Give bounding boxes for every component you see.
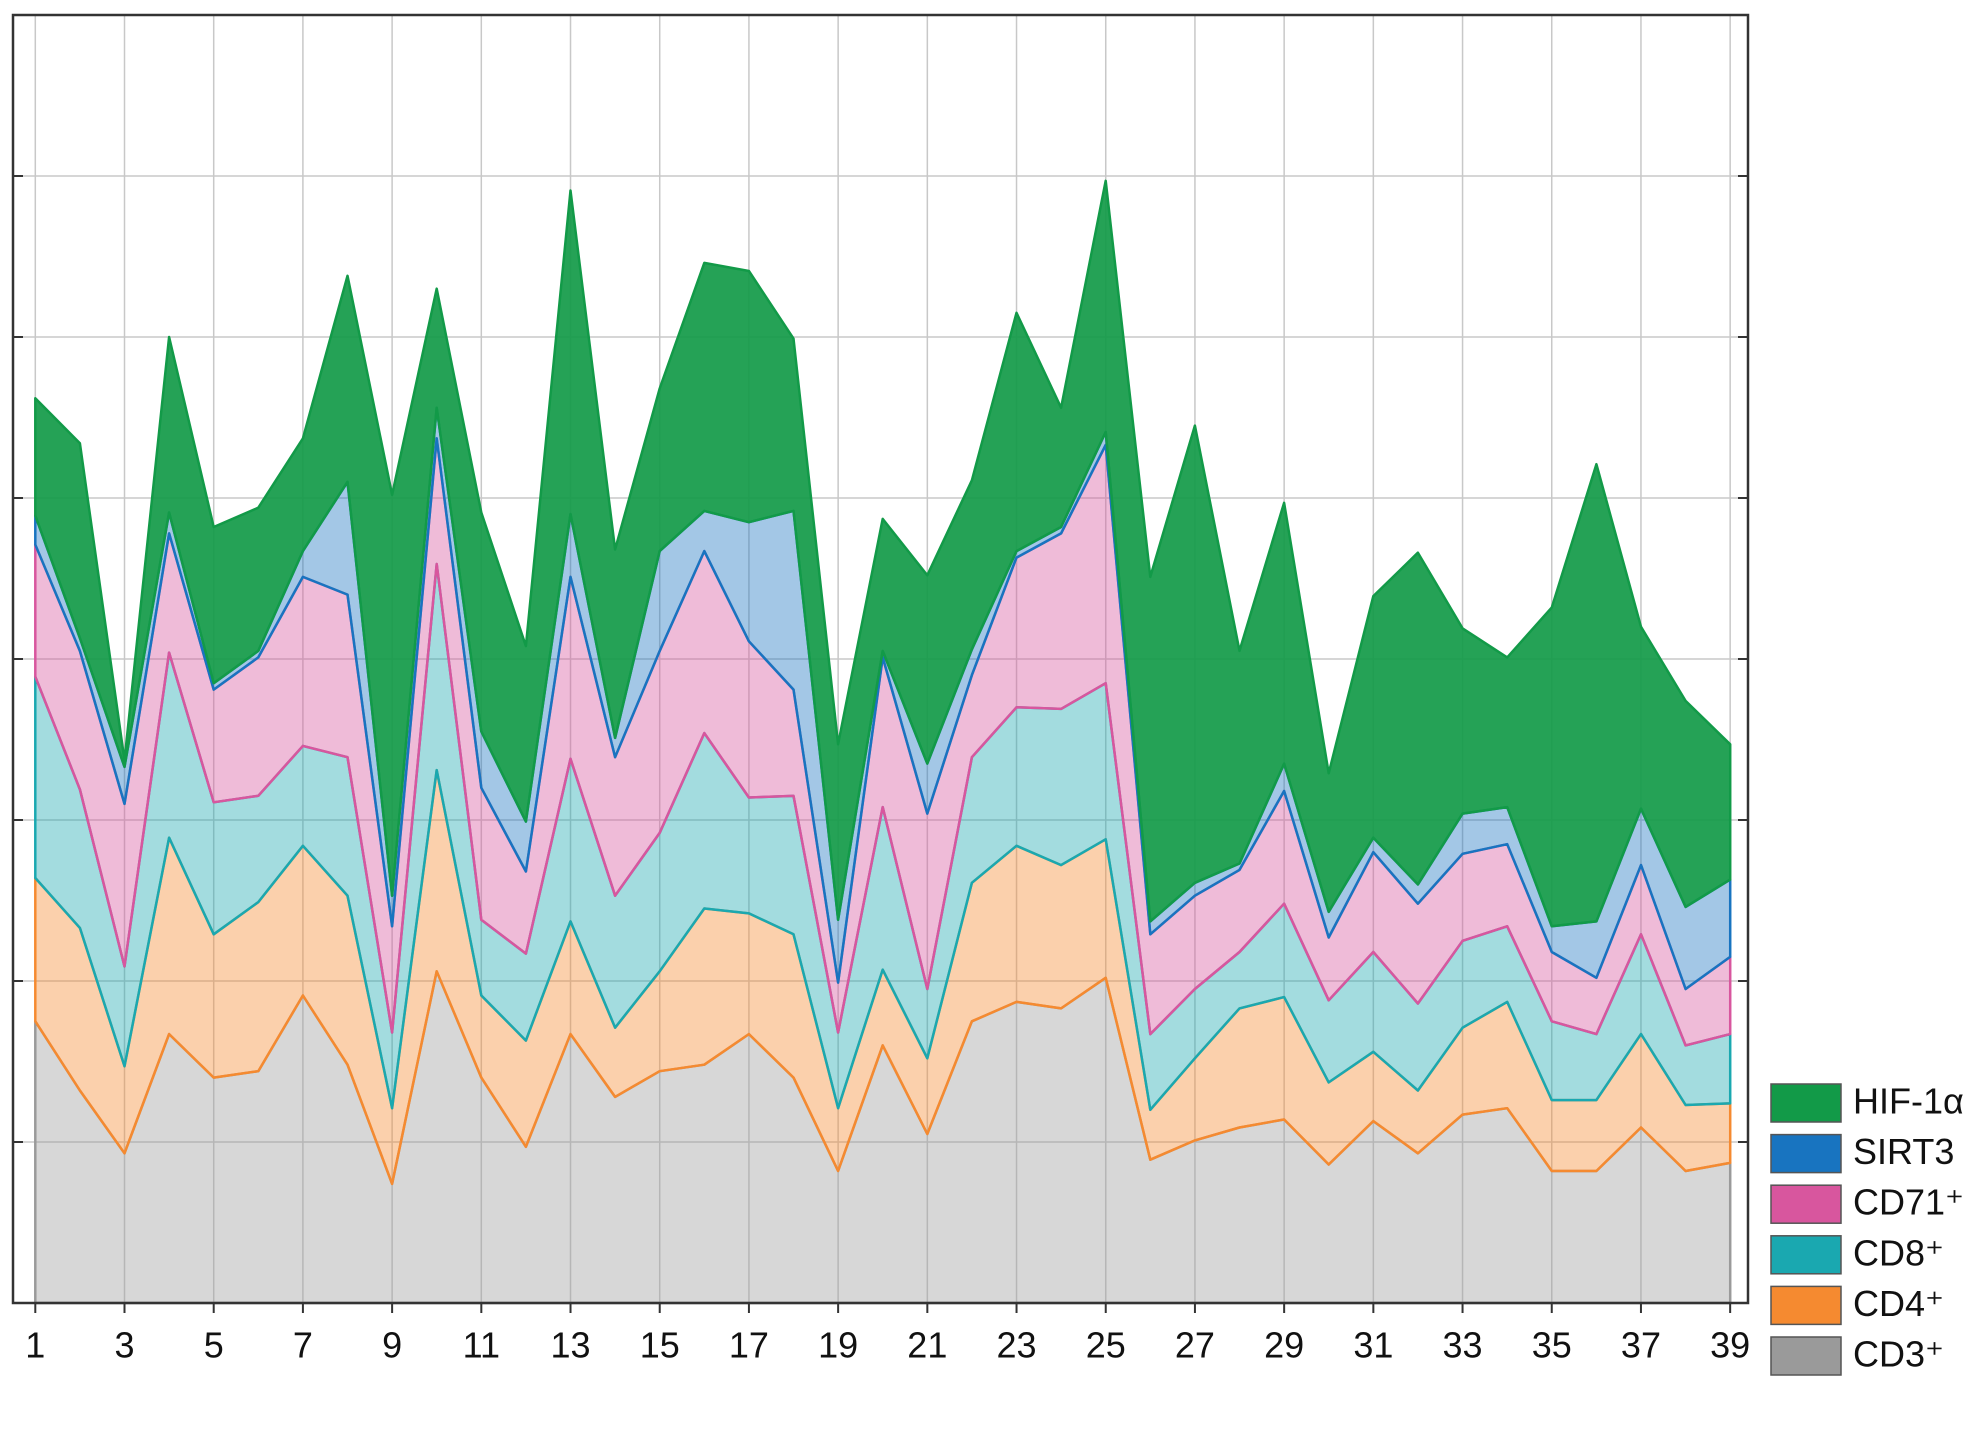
x-tick-label: 25	[1086, 1325, 1126, 1366]
x-tick-label: 39	[1710, 1325, 1750, 1366]
x-tick-label: 1	[25, 1325, 45, 1366]
x-tick-label: 9	[382, 1325, 402, 1366]
legend-swatch	[1770, 1133, 1842, 1174]
x-tick-label: 5	[204, 1325, 224, 1366]
x-tick-label: 27	[1175, 1325, 1215, 1366]
legend-swatch	[1770, 1083, 1842, 1123]
x-tick-label: 3	[114, 1325, 134, 1366]
x-tick-label: 17	[729, 1325, 769, 1366]
x-tick-label: 31	[1353, 1325, 1393, 1366]
x-tick-label: 33	[1443, 1325, 1483, 1366]
x-tick-label: 11	[463, 1325, 500, 1366]
legend-swatch	[1770, 1235, 1842, 1275]
legend-swatch	[1770, 1285, 1842, 1326]
legend-label: CD8⁺	[1853, 1232, 1944, 1273]
x-tick-label: 37	[1621, 1325, 1661, 1366]
legend-label: CD3⁺	[1853, 1334, 1944, 1375]
x-tick-label: 19	[818, 1325, 858, 1366]
x-tick-label: 29	[1264, 1325, 1304, 1366]
legend-label: SIRT3	[1853, 1131, 1954, 1172]
x-tick-label: 35	[1532, 1325, 1572, 1366]
legend-label: CD4⁺	[1853, 1283, 1944, 1324]
area	[34, 179, 1732, 928]
x-tick-label: 21	[907, 1325, 947, 1366]
legend-label: HIF-1α	[1853, 1081, 1964, 1122]
x-tick-label: 15	[640, 1325, 680, 1366]
x-tick-label: 23	[997, 1325, 1037, 1366]
x-tick-label: 13	[550, 1325, 590, 1366]
legend-label: CD71⁺	[1853, 1182, 1964, 1223]
legend-swatch	[1770, 1336, 1842, 1376]
legend-swatch	[1770, 1184, 1842, 1224]
x-tick-label: 7	[293, 1325, 313, 1366]
